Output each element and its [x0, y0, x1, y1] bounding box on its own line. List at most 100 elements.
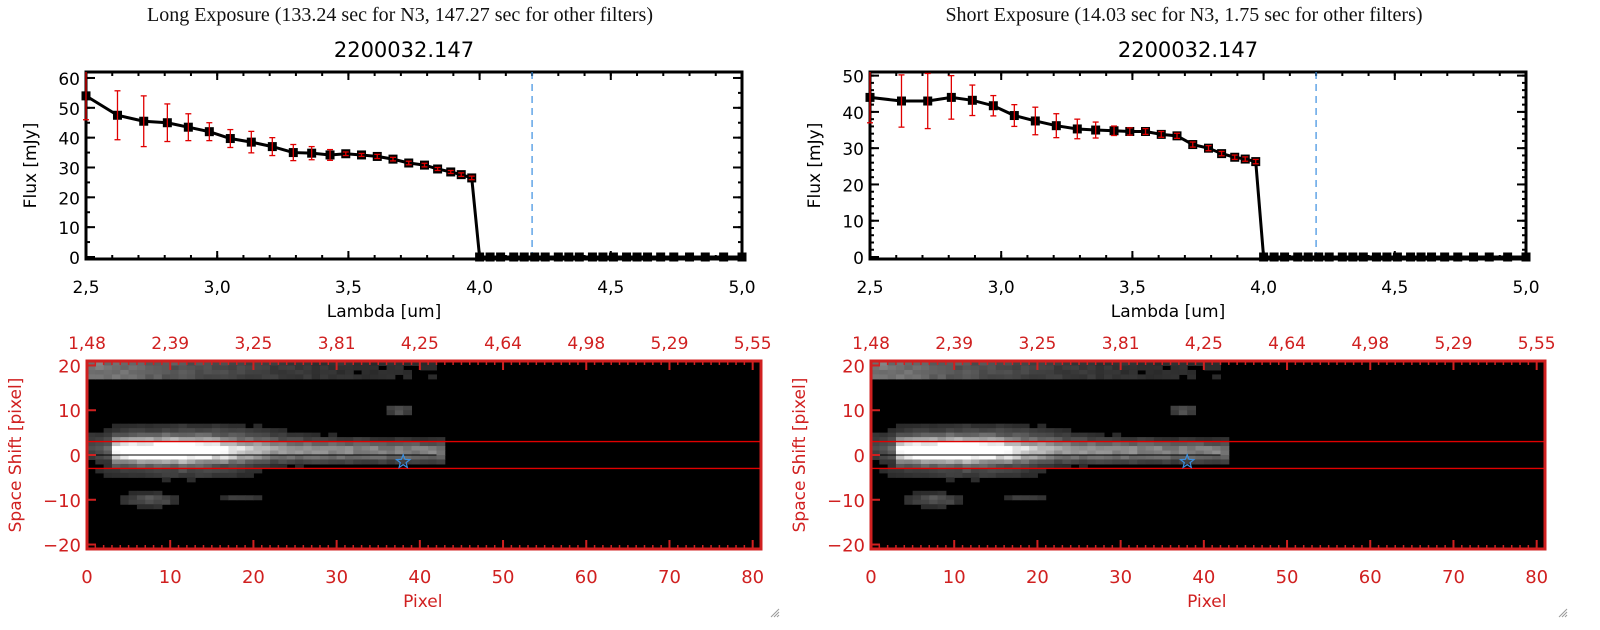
image-pixel [1212, 450, 1221, 456]
image-pixel [170, 472, 180, 478]
image-pixel [203, 365, 213, 371]
image-pixel [920, 490, 930, 496]
image-pixel [361, 361, 371, 366]
image-pixel [236, 455, 246, 460]
image-pixel [995, 441, 1005, 447]
image-pixel [103, 428, 113, 434]
image-pixel [920, 455, 930, 460]
data-point [1280, 252, 1290, 262]
image-pixel [895, 450, 905, 456]
image-pixel [1162, 374, 1172, 380]
image-pixel [1162, 361, 1172, 366]
image-pixel [87, 374, 96, 380]
image-pixel [403, 361, 413, 366]
data-point [564, 252, 574, 262]
image-pixel [962, 361, 972, 366]
image-pixel [145, 459, 155, 465]
image-pixel [1070, 374, 1080, 380]
image-pixel [879, 437, 889, 443]
image-pixel [220, 459, 229, 465]
image-pixel [111, 437, 121, 443]
image-pixel [1120, 361, 1130, 366]
image-pixel [1012, 459, 1022, 465]
image-pixel [937, 361, 947, 366]
image-pixel [261, 463, 271, 469]
image-pixel [1145, 450, 1155, 456]
image-pixel [995, 459, 1005, 465]
image-pixel [871, 432, 880, 438]
image-pixel [136, 463, 146, 469]
data-point [530, 252, 540, 262]
image-pixel [1012, 450, 1022, 456]
image-pixel [228, 432, 238, 438]
image-pixel [929, 423, 939, 429]
image-pixel [979, 432, 988, 438]
image-pixel [203, 369, 213, 375]
image-pixel [136, 455, 146, 460]
image-pixel [186, 365, 196, 371]
image-pixel [995, 446, 1005, 452]
data-point [1269, 252, 1279, 262]
image-pixel [987, 361, 997, 366]
image-pixel [979, 441, 988, 447]
image-pixel [962, 374, 972, 380]
image-pixel [987, 437, 997, 443]
image-pixel [1145, 441, 1155, 447]
image-pixel [1020, 459, 1030, 465]
resize-handle-icon[interactable] [768, 606, 780, 618]
image-pixel [436, 459, 446, 465]
image-pixel [220, 495, 229, 501]
image-pixel [887, 459, 897, 465]
image-pixel [937, 432, 947, 438]
image-pixel [1012, 423, 1022, 429]
image-pixel [111, 361, 121, 366]
image-pixel [270, 463, 279, 469]
image-pixel [203, 437, 213, 443]
image-pixel [428, 374, 437, 380]
image-pixel [220, 468, 229, 474]
image-pixel [1103, 455, 1113, 460]
image-pixel [995, 472, 1005, 478]
image-pixel [945, 459, 955, 465]
image-pixel [103, 361, 113, 366]
image-pixel [170, 495, 180, 501]
image-pixel [1054, 446, 1063, 452]
image-pixel [1212, 437, 1221, 443]
image-pixel [1145, 446, 1155, 452]
image-pixel [253, 459, 263, 465]
image-pixel [1095, 446, 1105, 452]
image-pixel [136, 459, 146, 465]
image-pixel [394, 405, 404, 411]
image-pixel [1004, 463, 1013, 469]
image-pixel [245, 463, 254, 469]
image-pixel [929, 428, 939, 434]
image-pixel [111, 468, 121, 474]
image-pixel [278, 437, 288, 443]
image-pixel [912, 472, 922, 478]
image-pixel [1029, 361, 1038, 366]
image-pixel [328, 432, 338, 438]
image-pixel [261, 432, 271, 438]
image-pixel [145, 428, 155, 434]
image-pixel [995, 450, 1005, 456]
image-pixel [1128, 365, 1138, 371]
image-pixel [962, 468, 972, 474]
image-pixel [128, 437, 138, 443]
image-pixel [987, 432, 997, 438]
image-pixel [195, 441, 204, 447]
image-pixel [920, 499, 930, 505]
image-pixel [1012, 432, 1022, 438]
image-pixel [178, 423, 188, 429]
image-pixel [904, 459, 914, 465]
image-pixel [220, 365, 229, 371]
image-pixel [428, 459, 437, 465]
image-pixel [904, 428, 914, 434]
resize-handle-icon[interactable] [1556, 606, 1568, 618]
x-tick-label: 4,0 [1250, 278, 1277, 298]
image-pixel [1162, 446, 1172, 452]
x-tick-label: 80 [741, 567, 764, 588]
image-pixel [153, 432, 163, 438]
image-pixel [436, 455, 446, 460]
image-pixel [336, 459, 346, 465]
image-pixel [987, 450, 997, 456]
